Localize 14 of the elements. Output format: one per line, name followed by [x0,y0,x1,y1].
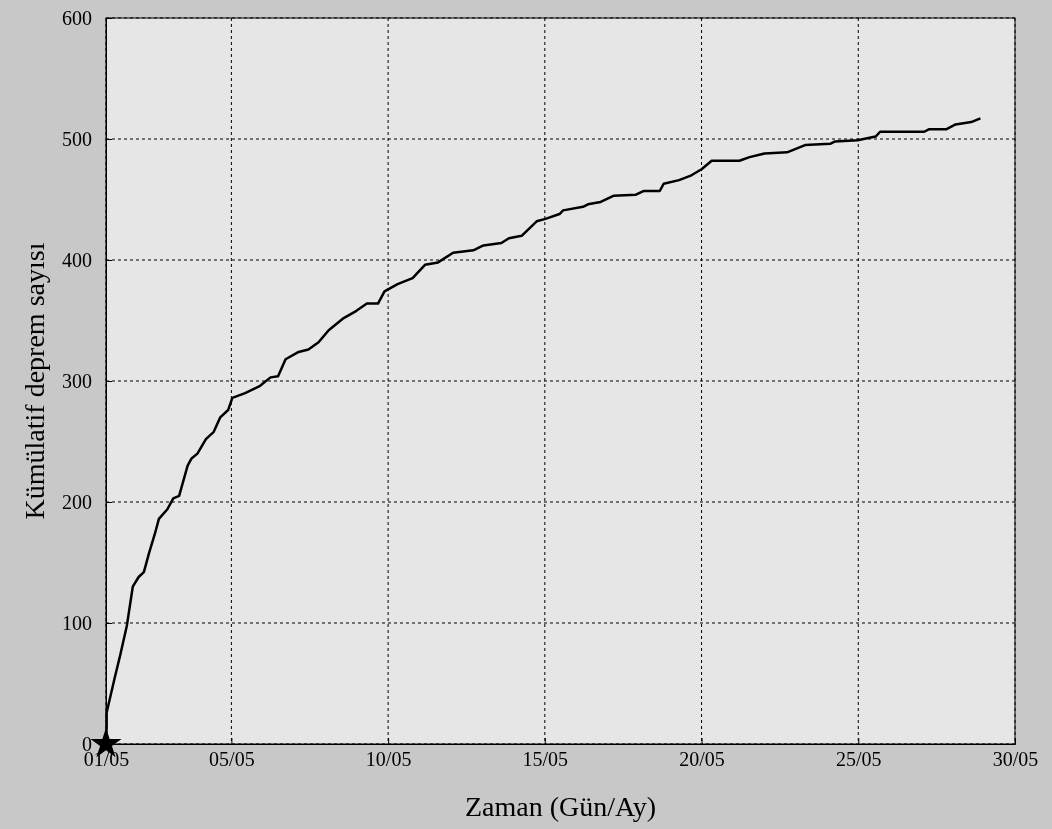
x-axis-title: Zaman (Gün/Ay) [464,791,657,822]
y-axis-title: Kümülatif deprem sayısı [19,242,50,520]
y-tick-label: 300 [62,369,92,392]
x-tick-label: 10/05 [365,748,412,771]
y-tick-label: 500 [62,127,92,150]
x-tick-label: 25/05 [835,748,882,771]
x-tick-label: 05/05 [209,748,255,771]
y-tick-label: 100 [62,611,92,634]
y-tick-label: 200 [62,490,92,513]
y-tick-label: 600 [62,6,92,29]
x-tick-label: 20/05 [679,748,725,771]
x-tick-label: 15/05 [522,748,569,771]
x-tick-label: 30/05 [992,748,1039,771]
y-tick-label: 400 [62,248,92,271]
